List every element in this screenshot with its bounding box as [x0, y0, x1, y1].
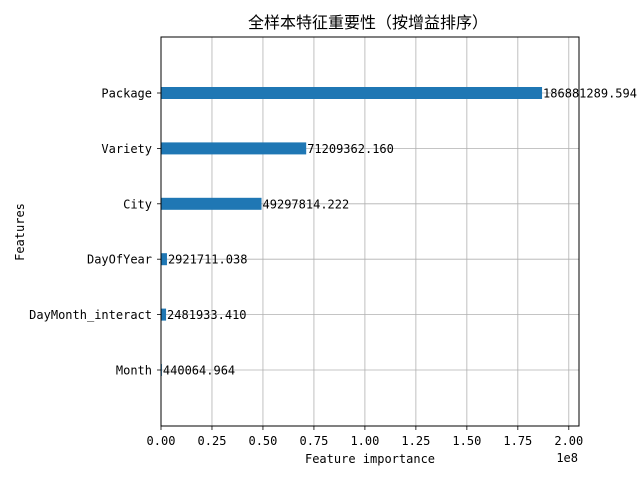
- y-tick-label: Variety: [101, 142, 152, 156]
- y-tick-label: DayOfYear: [87, 253, 152, 267]
- x-axis-label: Feature importance: [305, 452, 435, 466]
- y-tick-label: DayMonth_interact: [29, 308, 152, 322]
- bar: [161, 197, 262, 210]
- x-axis-scale-label: 1e8: [556, 451, 578, 465]
- y-tick-label: Package: [101, 87, 152, 101]
- chart-title: 全样本特征重要性（按增益排序）: [248, 13, 488, 32]
- data-label: 49297814.222: [263, 197, 350, 211]
- data-labels: 186881289.594 71209362.160 49297814.222 292…: [163, 87, 637, 378]
- x-tick-label: 0.25: [198, 434, 227, 448]
- y-tick-label: City: [123, 197, 152, 211]
- y-axis-ticks: Package Variety City DayOfYear DayMonth_inte…: [29, 87, 161, 378]
- x-tick-label: 0.00: [147, 434, 176, 448]
- x-tick-label: 1.50: [452, 434, 481, 448]
- bar: [161, 308, 167, 321]
- x-tick-label: 2.00: [554, 434, 583, 448]
- bars: [161, 87, 543, 376]
- x-tick-label: 1.00: [350, 434, 379, 448]
- y-tick-label: Month: [116, 364, 152, 378]
- plot-frame: [160, 36, 580, 427]
- x-tick-label: 1.25: [401, 434, 430, 448]
- x-tick-label: 0.75: [299, 434, 328, 448]
- data-label: 2921711.038: [168, 253, 247, 267]
- data-label: 71209362.160: [307, 142, 394, 156]
- bar: [161, 142, 307, 155]
- x-tick-label: 0.50: [248, 434, 277, 448]
- data-label: 440064.964: [163, 364, 235, 378]
- data-label: 186881289.594: [543, 87, 637, 101]
- bar: [161, 253, 167, 266]
- y-axis-label: Features: [13, 203, 27, 261]
- bar: [161, 87, 543, 99]
- x-axis-ticks: 0.00 0.25 0.50 0.75 1.00 1.25 1.50 1.75 2.00: [147, 426, 583, 448]
- x-tick-label: 1.75: [503, 434, 532, 448]
- data-label: 2481933.410: [167, 308, 246, 322]
